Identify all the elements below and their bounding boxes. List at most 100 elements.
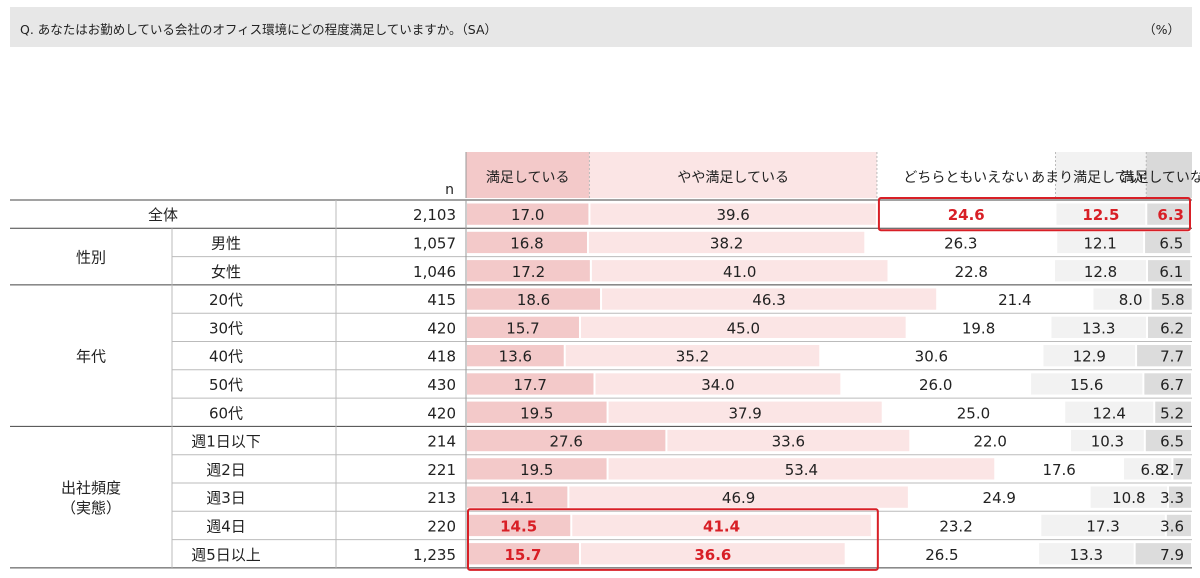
data-label: 6.7	[1160, 376, 1184, 394]
bar-segment	[467, 288, 601, 310]
bar-segment	[467, 543, 579, 565]
group-label: （実態）	[61, 499, 121, 517]
question-bar: Q. あなたはお勤めしている会社のオフィス環境にどの程度満足していますか。（SA…	[10, 7, 1192, 47]
data-label: 26.0	[919, 376, 952, 394]
bar-segment	[1155, 401, 1191, 423]
bar-segment	[608, 401, 882, 423]
row-label: 週1日以下	[191, 433, 261, 451]
bar-segment	[842, 373, 1030, 395]
group-label: 年代	[76, 348, 106, 366]
data-label: 35.2	[676, 348, 709, 366]
bar-segment	[1145, 429, 1191, 452]
data-label: 33.6	[772, 433, 805, 451]
bar-segment	[1071, 429, 1144, 452]
data-label: 13.3	[1082, 319, 1115, 337]
series-header-cell	[589, 152, 877, 198]
bar-segment	[467, 401, 607, 423]
bar-segment	[1147, 260, 1191, 282]
data-label: 17.3	[1086, 517, 1119, 535]
bar-segment	[1031, 373, 1143, 395]
data-label: 17.0	[511, 206, 544, 224]
data-label: 7.9	[1160, 546, 1184, 564]
data-label: 26.3	[944, 234, 977, 252]
data-label: 6.5	[1160, 433, 1184, 451]
n-value: 213	[427, 489, 456, 507]
data-label: 26.5	[925, 546, 958, 564]
bar-segment	[595, 373, 841, 395]
data-label: 46.9	[722, 489, 755, 507]
data-label: 10.3	[1091, 433, 1124, 451]
data-label: 18.6	[517, 291, 550, 309]
data-label: 38.2	[710, 234, 743, 252]
data-label: 34.0	[701, 376, 734, 394]
row-label: 週2日	[206, 461, 246, 479]
bar-segment	[1057, 231, 1144, 254]
data-label: 41.4	[703, 517, 740, 535]
legend-entry: 満足していない	[1120, 170, 1200, 186]
question-text: Q. あなたはお勤めしている会社のオフィス環境にどの程度満足していますか。（SA…	[20, 22, 498, 37]
legend-entry: やや満足している	[677, 170, 789, 186]
bar-segment	[889, 260, 1054, 282]
data-label: 12.1	[1083, 234, 1116, 252]
bar-segment	[572, 514, 871, 537]
bar-segment	[821, 345, 1042, 367]
n-value: 221	[427, 461, 456, 479]
data-label: 24.9	[983, 489, 1016, 507]
legend-entry: 満足している	[486, 170, 570, 186]
bar-segment	[1173, 458, 1191, 480]
n-value: 420	[427, 319, 456, 337]
n-value: 418	[427, 348, 456, 366]
data-label: 7.7	[1160, 348, 1184, 366]
data-label: 41.0	[723, 263, 756, 281]
bar-segment	[1041, 514, 1165, 537]
bar-segment	[866, 231, 1056, 254]
bar-segment	[1151, 288, 1192, 310]
bar-segment	[590, 203, 876, 225]
data-label: 2.7	[1160, 461, 1184, 479]
data-label: 6.1	[1159, 263, 1183, 281]
n-value: 1,235	[413, 546, 456, 564]
data-label: 3.6	[1160, 517, 1184, 535]
data-label: 6.5	[1159, 234, 1183, 252]
data-label: 25.0	[957, 404, 990, 422]
bar-segment	[591, 260, 888, 282]
group-label: 性別	[76, 249, 106, 267]
bar-segment	[467, 231, 587, 254]
data-label: 12.9	[1073, 348, 1106, 366]
data-label: 12.4	[1093, 404, 1126, 422]
row-label: 女性	[211, 263, 241, 281]
bar-segment	[667, 429, 910, 452]
row-label: 20代	[209, 291, 243, 309]
series-header-cell	[1055, 152, 1147, 198]
data-label: 3.3	[1160, 489, 1184, 507]
bar-segment	[1051, 316, 1146, 338]
row-label: 30代	[209, 319, 243, 337]
data-label: 19.5	[520, 461, 553, 479]
bar-segment	[907, 316, 1050, 338]
data-label: 27.6	[549, 433, 582, 451]
bar-segment	[602, 288, 937, 310]
bar-segment	[996, 458, 1123, 480]
n-value: 2,103	[413, 206, 456, 224]
row-label: 週3日	[206, 489, 246, 507]
bar-segment	[938, 288, 1092, 310]
group-label: 全体	[148, 206, 178, 224]
bar-segment	[1039, 543, 1134, 565]
bar-segment	[467, 345, 564, 367]
bar-segment	[467, 260, 590, 282]
bar-segment	[580, 543, 845, 565]
bar-segment	[1166, 514, 1191, 537]
data-label: 22.8	[955, 263, 988, 281]
data-label: 5.2	[1160, 404, 1184, 422]
data-label: 17.7	[514, 376, 547, 394]
data-label: 12.8	[1084, 263, 1117, 281]
data-label: 15.7	[504, 546, 541, 564]
n-value: 415	[427, 291, 456, 309]
row-label: 週5日以上	[191, 546, 261, 564]
bar-segment	[1093, 288, 1150, 310]
row-label: 60代	[209, 404, 243, 422]
data-label: 17.2	[512, 263, 545, 281]
data-label: 46.3	[752, 291, 785, 309]
bar-segment	[872, 514, 1040, 537]
